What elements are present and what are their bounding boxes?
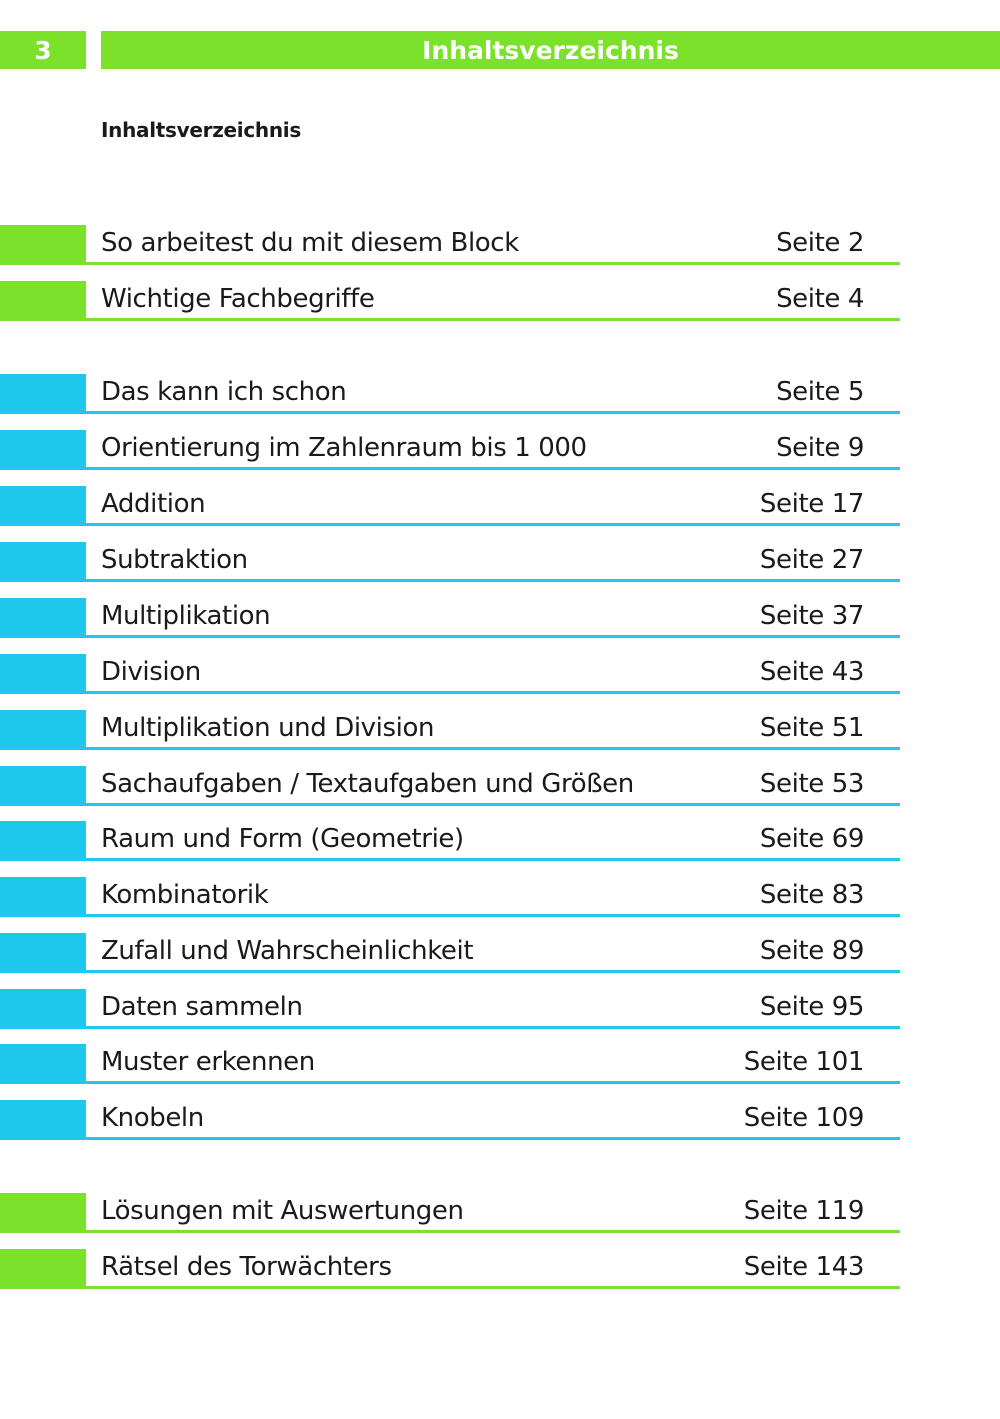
toc-underline xyxy=(86,803,900,806)
toc-entry-title: Knobeln xyxy=(101,1103,204,1133)
toc-underline xyxy=(86,523,900,526)
toc-row: Division Seite 43 xyxy=(0,654,900,694)
toc-underline xyxy=(86,579,900,582)
toc-entry-page: Seite 27 xyxy=(759,545,864,575)
toc-entry-page: Seite 119 xyxy=(743,1196,865,1226)
toc-color-marker xyxy=(0,542,86,582)
toc-row: Multiplikation und Division Seite 51 xyxy=(0,710,900,750)
toc-color-marker xyxy=(0,1193,86,1233)
toc-color-marker xyxy=(0,598,86,638)
toc-row: Sachaufgaben / Textaufgaben und Größen Se… xyxy=(0,766,900,806)
toc-row: Multiplikation Seite 37 xyxy=(0,598,900,638)
toc-color-marker xyxy=(0,225,86,265)
toc-entry-page: Seite 2 xyxy=(776,228,864,258)
toc-entry-title: Lösungen mit Auswertungen xyxy=(101,1196,464,1226)
toc-underline xyxy=(86,1137,900,1140)
toc-underline xyxy=(86,1286,900,1289)
toc-entry-title: Subtraktion xyxy=(101,545,248,575)
toc-row: Zufall und Wahrscheinlichkeit Seite 89 xyxy=(0,933,900,973)
toc-underline xyxy=(86,1026,900,1029)
toc-entry-title: So arbeitest du mit diesem Block xyxy=(101,228,519,258)
toc-row: Lösungen mit Auswertungen Seite 119 xyxy=(0,1193,900,1233)
toc-row: So arbeitest du mit diesem Block Seite 2 xyxy=(0,225,900,265)
toc-entry-page: Seite 101 xyxy=(743,1047,865,1077)
toc-entry-title: Daten sammeln xyxy=(101,992,303,1022)
toc-row: Muster erkennen Seite 101 xyxy=(0,1044,900,1084)
toc-color-marker xyxy=(0,281,86,321)
toc-color-marker xyxy=(0,766,86,806)
toc-underline xyxy=(86,467,900,470)
toc-underline xyxy=(86,411,900,414)
toc-entry-title: Multiplikation und Division xyxy=(101,713,435,743)
toc-entry-page: Seite 143 xyxy=(743,1252,865,1282)
page-number: 3 xyxy=(0,31,86,69)
toc-underline xyxy=(86,858,900,861)
toc-entry-title: Raum und Form (Geometrie) xyxy=(101,824,464,854)
toc-underline xyxy=(86,1081,900,1084)
toc-entry-page: Seite 95 xyxy=(759,992,864,1022)
toc-underline xyxy=(86,747,900,750)
toc-underline xyxy=(86,635,900,638)
toc-entry-page: Seite 109 xyxy=(743,1103,865,1133)
toc-underline xyxy=(86,262,900,265)
toc-entry-title: Multiplikation xyxy=(101,601,271,631)
toc-color-marker xyxy=(0,1100,86,1140)
toc-row: Kombinatorik Seite 83 xyxy=(0,877,900,917)
toc-entry-page: Seite 4 xyxy=(776,284,864,314)
toc-entry-title: Kombinatorik xyxy=(101,880,269,910)
toc-entry-title: Addition xyxy=(101,489,206,519)
toc-row: Daten sammeln Seite 95 xyxy=(0,989,900,1029)
toc-entry-title: Sachaufgaben / Textaufgaben und Größen xyxy=(101,769,634,799)
toc-color-marker xyxy=(0,877,86,917)
toc-entry-page: Seite 17 xyxy=(759,489,864,519)
toc-entry-title: Das kann ich schon xyxy=(101,377,347,407)
toc-row: Raum und Form (Geometrie) Seite 69 xyxy=(0,821,900,861)
toc-color-marker xyxy=(0,933,86,973)
toc-color-marker xyxy=(0,486,86,526)
toc-entry-page: Seite 9 xyxy=(776,433,864,463)
toc-underline xyxy=(86,914,900,917)
toc-color-marker xyxy=(0,710,86,750)
toc-entry-page: Seite 53 xyxy=(759,769,864,799)
toc-row: Orientierung im Zahlenraum bis 1 000 Seit… xyxy=(0,430,900,470)
toc-entry-page: Seite 89 xyxy=(759,936,864,966)
toc-entry-title: Zufall und Wahrscheinlichkeit xyxy=(101,936,474,966)
toc-entry-title: Orientierung im Zahlenraum bis 1 000 xyxy=(101,433,587,463)
toc-color-marker xyxy=(0,821,86,861)
toc-row: Das kann ich schon Seite 5 xyxy=(0,374,900,414)
toc-underline xyxy=(86,318,900,321)
toc-entry-title: Wichtige Fachbegriffe xyxy=(101,284,375,314)
toc-underline xyxy=(86,1230,900,1233)
toc-entry-page: Seite 43 xyxy=(759,657,864,687)
toc-color-marker xyxy=(0,989,86,1029)
toc-row: Wichtige Fachbegriffe Seite 4 xyxy=(0,281,900,321)
toc-row: Rätsel des Torwächters Seite 143 xyxy=(0,1249,900,1289)
toc-row: Subtraktion Seite 27 xyxy=(0,542,900,582)
toc-entry-page: Seite 51 xyxy=(759,713,864,743)
toc-color-marker xyxy=(0,1249,86,1289)
toc-row: Addition Seite 17 xyxy=(0,486,900,526)
toc-underline xyxy=(86,691,900,694)
toc-entry-title: Division xyxy=(101,657,201,687)
toc-entry-page: Seite 83 xyxy=(759,880,864,910)
toc-color-marker xyxy=(0,1044,86,1084)
toc-entry-title: Muster erkennen xyxy=(101,1047,315,1077)
toc-entry-page: Seite 37 xyxy=(759,601,864,631)
toc-entry-page: Seite 5 xyxy=(776,377,864,407)
toc-color-marker xyxy=(0,430,86,470)
toc-underline xyxy=(86,970,900,973)
header-title: Inhaltsverzeichnis xyxy=(101,31,1000,69)
toc-entry-page: Seite 69 xyxy=(759,824,864,854)
toc-color-marker xyxy=(0,654,86,694)
toc-entry-title: Rätsel des Torwächters xyxy=(101,1252,392,1282)
toc-heading: Inhaltsverzeichnis xyxy=(101,118,301,142)
toc-color-marker xyxy=(0,374,86,414)
toc-row: Knobeln Seite 109 xyxy=(0,1100,900,1140)
